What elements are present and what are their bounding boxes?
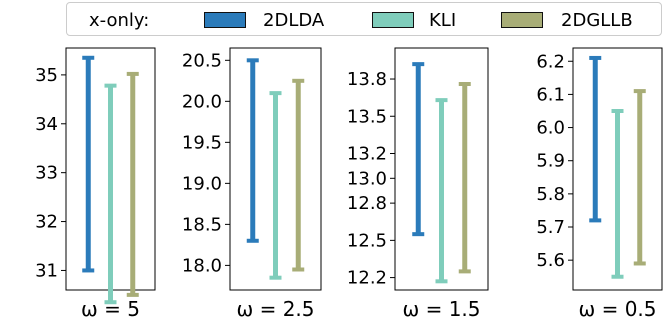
legend-label-2dgllb: 2DGLLB (561, 10, 633, 31)
y-tick-label: 6.0 (536, 118, 565, 139)
y-tick-label: 13.8 (347, 69, 387, 90)
legend: x-only: 2DLDA KLI 2DGLLB (66, 2, 662, 36)
y-tick-label: 19.5 (182, 132, 222, 153)
y-tick-label: 33 (35, 163, 58, 184)
legend-label-2dlda: 2DLDA (263, 10, 325, 31)
y-tick-label: 20.0 (182, 91, 222, 112)
x-axis-label: ω = 2.5 (236, 297, 314, 321)
panel-frame (572, 47, 663, 291)
y-tick-label: 6.1 (536, 84, 565, 105)
y-tick-label: 5.8 (536, 184, 565, 205)
y-tick-label: 20.5 (182, 50, 222, 71)
y-tick-label: 18.5 (182, 214, 222, 235)
y-tick-label: 13.5 (347, 106, 387, 127)
x-axis-label: ω = 1.5 (402, 297, 480, 321)
panel-frame (394, 47, 489, 291)
y-tick-label: 34 (35, 114, 58, 135)
y-tick-label: 13.2 (347, 143, 387, 164)
y-tick-label: 35 (35, 65, 58, 86)
y-tick-label: 32 (35, 212, 58, 233)
y-tick-label: 5.7 (536, 217, 565, 238)
legend-title: x-only: (89, 10, 150, 31)
legend-label-kli: KLI (429, 10, 457, 31)
legend-swatch-2dgllb (501, 12, 543, 28)
y-tick-label: 5.6 (536, 250, 565, 271)
y-tick-label: 12.8 (347, 193, 387, 214)
legend-swatch-2dlda (204, 12, 246, 28)
y-tick-label: 13.0 (347, 168, 387, 189)
x-axis-label: ω = 5 (81, 297, 140, 321)
panel-frame (229, 47, 322, 291)
y-tick-label: 31 (35, 260, 58, 281)
panel-1: 31 32 33 34 35 ω = 5 (35, 47, 156, 321)
legend-swatch-kli (372, 12, 414, 28)
x-axis-label: ω = 0.5 (578, 297, 656, 321)
y-tick-label: 6.2 (536, 51, 565, 72)
panel-2: 18.0 18.5 19.0 19.5 20.0 20.5 ω = 2.5 (182, 47, 322, 321)
y-tick-label: 12.2 (347, 268, 387, 289)
y-tick-label: 19.0 (182, 173, 222, 194)
panel-4: 5.6 5.7 5.8 5.9 6.0 6.1 6.2 ω = 0.5 (536, 47, 663, 321)
y-tick-label: 5.9 (536, 151, 565, 172)
y-tick-label: 18.0 (182, 255, 222, 276)
y-tick-label: 12.5 (347, 230, 387, 251)
panel-3: 12.2 12.5 12.8 13.0 13.2 13.5 13.8 ω = 1.5 (347, 47, 489, 321)
